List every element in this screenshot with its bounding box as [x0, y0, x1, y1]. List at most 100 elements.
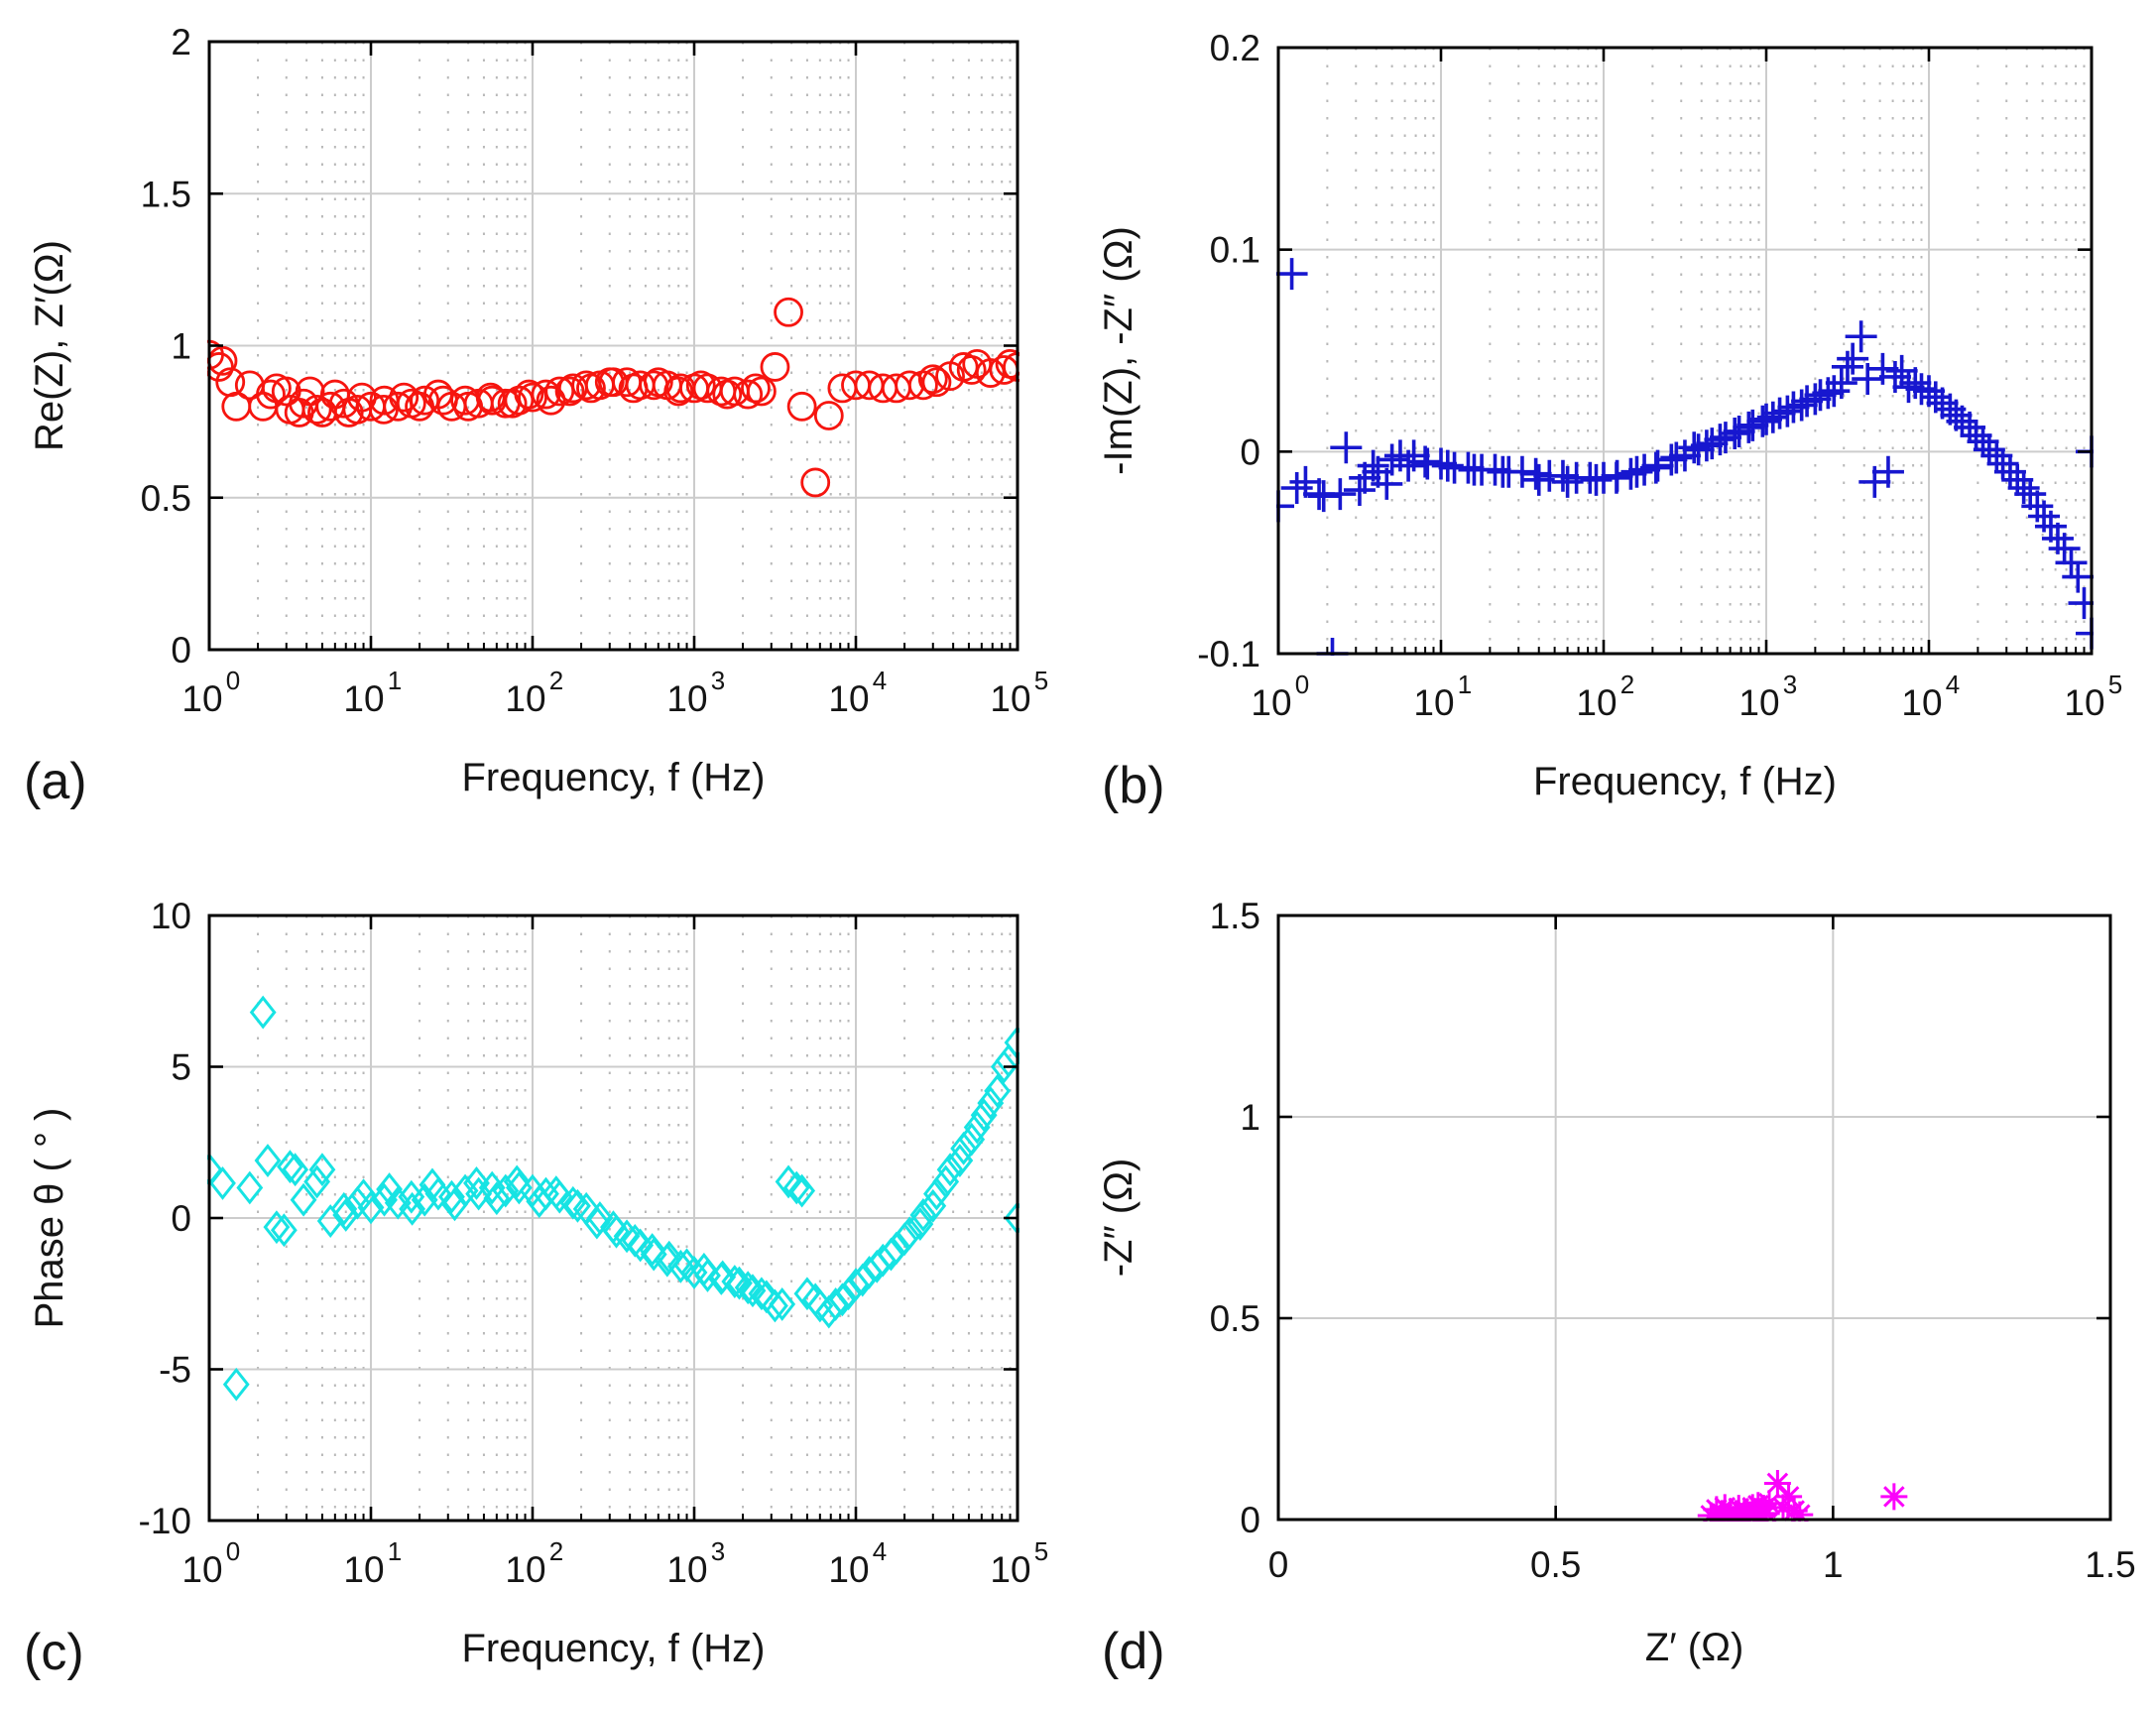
data-marker: [1580, 463, 1613, 496]
data-marker: [290, 1182, 317, 1217]
data-marker: [906, 1207, 934, 1242]
x-tick-label-base: 10: [505, 1549, 545, 1590]
data-marker: [545, 1179, 573, 1214]
data-marker: [775, 1164, 802, 1199]
major-gridlines: [209, 42, 1018, 650]
data-points-b: [1276, 258, 2094, 656]
x-tick-label-exponent: 3: [711, 666, 725, 695]
data-marker: [835, 1277, 862, 1311]
data-marker: [800, 467, 831, 498]
data-marker: [1452, 451, 1485, 484]
data-marker: [748, 1277, 776, 1311]
data-marker: [1756, 401, 1789, 433]
x-tick-label-exponent: 0: [1295, 670, 1309, 699]
x-tick-label: 0.5: [1530, 1544, 1581, 1585]
data-marker: [1620, 455, 1653, 488]
data-marker: [1777, 391, 1810, 424]
data-marker: [1866, 352, 1899, 385]
data-marker: [1601, 459, 1633, 492]
x-tick-label-base: 10: [828, 678, 869, 719]
data-marker: [1837, 342, 1869, 375]
data-marker: [1954, 411, 1986, 443]
panel-d: 0 0.5 1 1.5 0 0.5 1 1.5 Z′ (Ω) -Z″ (Ω) (d): [1078, 855, 2156, 1710]
data-marker: [1892, 371, 1925, 404]
y-tick-label: 0.5: [1210, 1298, 1260, 1339]
data-marker: [1357, 449, 1389, 482]
data-marker: [1722, 1500, 1749, 1522]
data-marker: [849, 1263, 877, 1297]
data-marker: [936, 1153, 964, 1187]
data-marker: [2068, 587, 2094, 620]
x-tick-label-exponent: 5: [1034, 1536, 1048, 1566]
data-marker: [1409, 445, 1442, 478]
data-marker: [1615, 457, 1647, 490]
axes-box: [1276, 914, 2112, 1522]
data-marker: [923, 1176, 950, 1211]
data-marker: [828, 1282, 856, 1317]
data-marker: [564, 1188, 591, 1223]
major-gridlines: [1278, 916, 2110, 1520]
data-marker: [1786, 1501, 1814, 1522]
x-tick-label-base: 10: [1576, 682, 1617, 723]
data-marker: [410, 385, 440, 416]
x-tick-label-exponent: 0: [226, 1536, 240, 1566]
y-tick-label: -5: [159, 1350, 191, 1391]
data-marker: [222, 1367, 250, 1402]
panel-label: (c): [24, 1624, 84, 1681]
data-marker: [788, 1173, 816, 1208]
data-marker: [1655, 443, 1688, 476]
y-tick-label: 5: [171, 1047, 191, 1088]
data-marker: [613, 1219, 641, 1254]
data-marker: [2062, 560, 2094, 593]
tick-marks: [207, 914, 1019, 1523]
data-marker: [1871, 455, 1904, 488]
data-marker: [483, 1181, 511, 1216]
data-marker: [950, 1131, 978, 1165]
data-marker: [656, 1240, 683, 1275]
data-marker: [514, 379, 544, 410]
data-marker: [1641, 449, 1674, 482]
data-marker: [984, 1073, 1012, 1108]
data-marker: [308, 1153, 336, 1187]
data-marker: [1967, 426, 1999, 458]
data-marker: [1752, 1500, 1780, 1522]
data-marker: [891, 1222, 918, 1257]
y-tick-label: 1.5: [1210, 896, 1260, 936]
data-marker: [536, 385, 566, 416]
x-tick-label: 1.5: [2085, 1544, 2135, 1585]
data-marker: [1660, 441, 1693, 474]
data-marker: [357, 1190, 385, 1225]
data-marker: [963, 1110, 991, 1145]
data-marker: [741, 373, 771, 404]
data-marker: [1905, 373, 1938, 406]
x-tick-label-exponent: 4: [873, 666, 887, 695]
x-tick-label-exponent: 1: [1458, 670, 1472, 699]
data-marker: [640, 1237, 667, 1272]
data-marker: [209, 1166, 236, 1200]
data-marker: [1725, 1495, 1752, 1522]
data-marker: [2001, 463, 2034, 496]
data-marker: [1519, 457, 1552, 490]
x-tick-label-exponent: 3: [711, 1536, 725, 1566]
x-axis-label: Frequency, f (Hz): [462, 1627, 766, 1670]
x-tick-label-base: 10: [343, 1549, 384, 1590]
x-tick-label-base: 10: [1738, 682, 1779, 723]
x-tick-label-exponent: 2: [1620, 670, 1634, 699]
subplot-b-canvas: -0.100.10.210 0 10 1 10 2 10 3 10 4 10 5Frequency, …: [1097, 28, 2122, 814]
x-tick-label: 0: [1268, 1544, 1289, 1585]
data-marker: [782, 1170, 810, 1205]
data-marker: [236, 1170, 264, 1205]
x-axis-label: Z′ (Ω): [1645, 1626, 1744, 1669]
data-marker: [1714, 1504, 1741, 1522]
y-tick-label: 1: [1240, 1097, 1260, 1138]
data-marker: [399, 1191, 426, 1226]
data-marker: [1960, 420, 1992, 452]
data-marker: [921, 367, 952, 398]
data-marker: [411, 1182, 438, 1217]
data-marker: [389, 382, 419, 413]
data-marker: [639, 1233, 666, 1267]
y-tick-label: 0: [171, 1198, 191, 1239]
